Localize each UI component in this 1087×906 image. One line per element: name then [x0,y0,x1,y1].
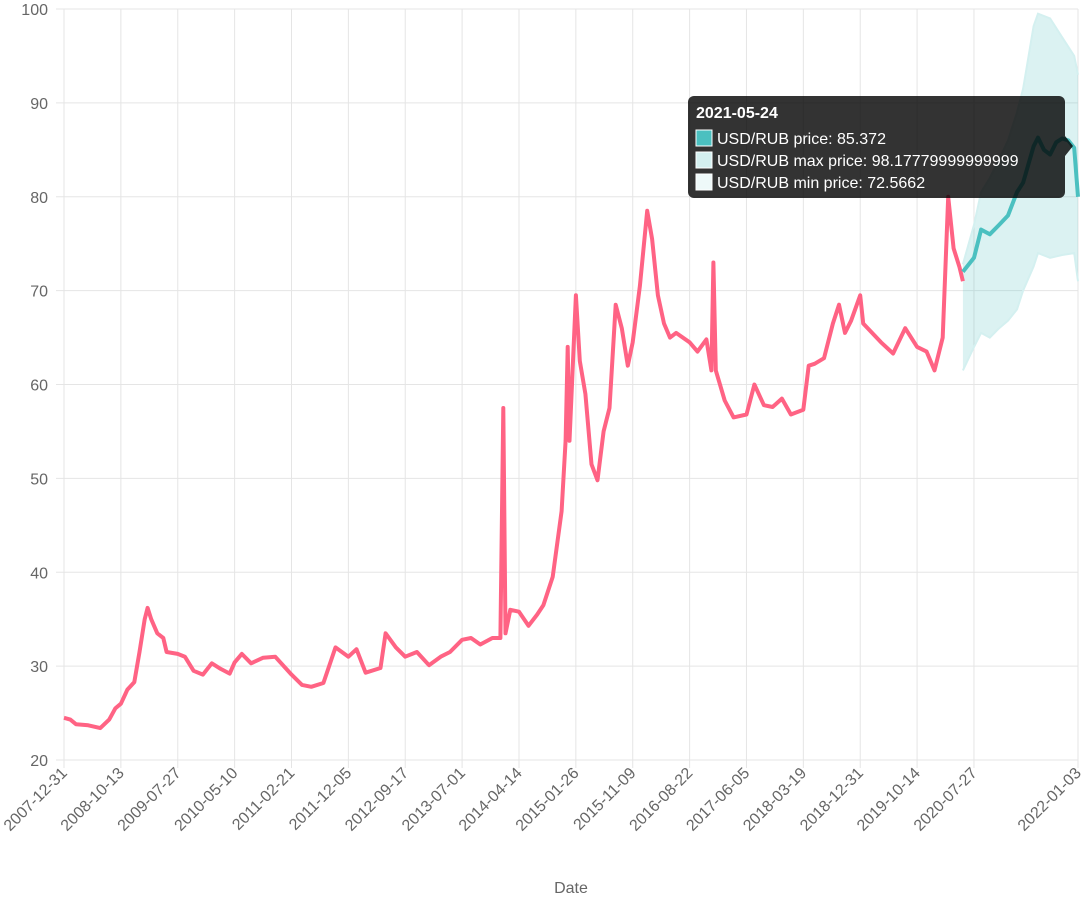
y-tick-label: 100 [21,2,48,19]
tooltip-swatch [695,151,713,169]
tooltip-line: USD/RUB price: 85.372 [717,131,886,148]
tooltip-swatch [695,129,713,147]
tooltip-swatch [695,173,713,191]
x-axis-title: Date [554,880,588,897]
tooltip-line: USD/RUB min price: 72.5662 [717,175,925,192]
x-tick-label: 2022-01-03 [1015,765,1085,835]
y-tick-label: 60 [30,378,48,395]
min-price-line [961,251,1079,371]
y-tick-label: 90 [30,96,48,113]
y-axis-tick-labels: 20 30 40 50 60 70 80 90 100 [21,2,48,770]
tooltip-caret [1065,136,1073,156]
y-tick-label: 40 [30,565,48,582]
grid-lines [56,8,1079,768]
tooltip-date: 2021-05-24 [696,105,778,122]
y-tick-label: 30 [30,659,48,676]
y-tick-label: 80 [30,190,48,207]
x-axis-tick-labels: 2007-12-312008-10-132009-07-272010-05-10… [1,765,1085,835]
tooltip-box [688,96,1065,198]
tooltip: 2021-05-24 USD/RUB price: 85.372 USD/RUB m… [688,96,1073,198]
y-tick-label: 70 [30,284,48,301]
tooltip-line: USD/RUB max price: 98.17779999999999 [717,153,1019,170]
historical-price-line [63,194,965,731]
series-lines [63,135,1080,731]
y-tick-label: 20 [30,753,48,770]
y-tick-label: 50 [30,471,48,488]
